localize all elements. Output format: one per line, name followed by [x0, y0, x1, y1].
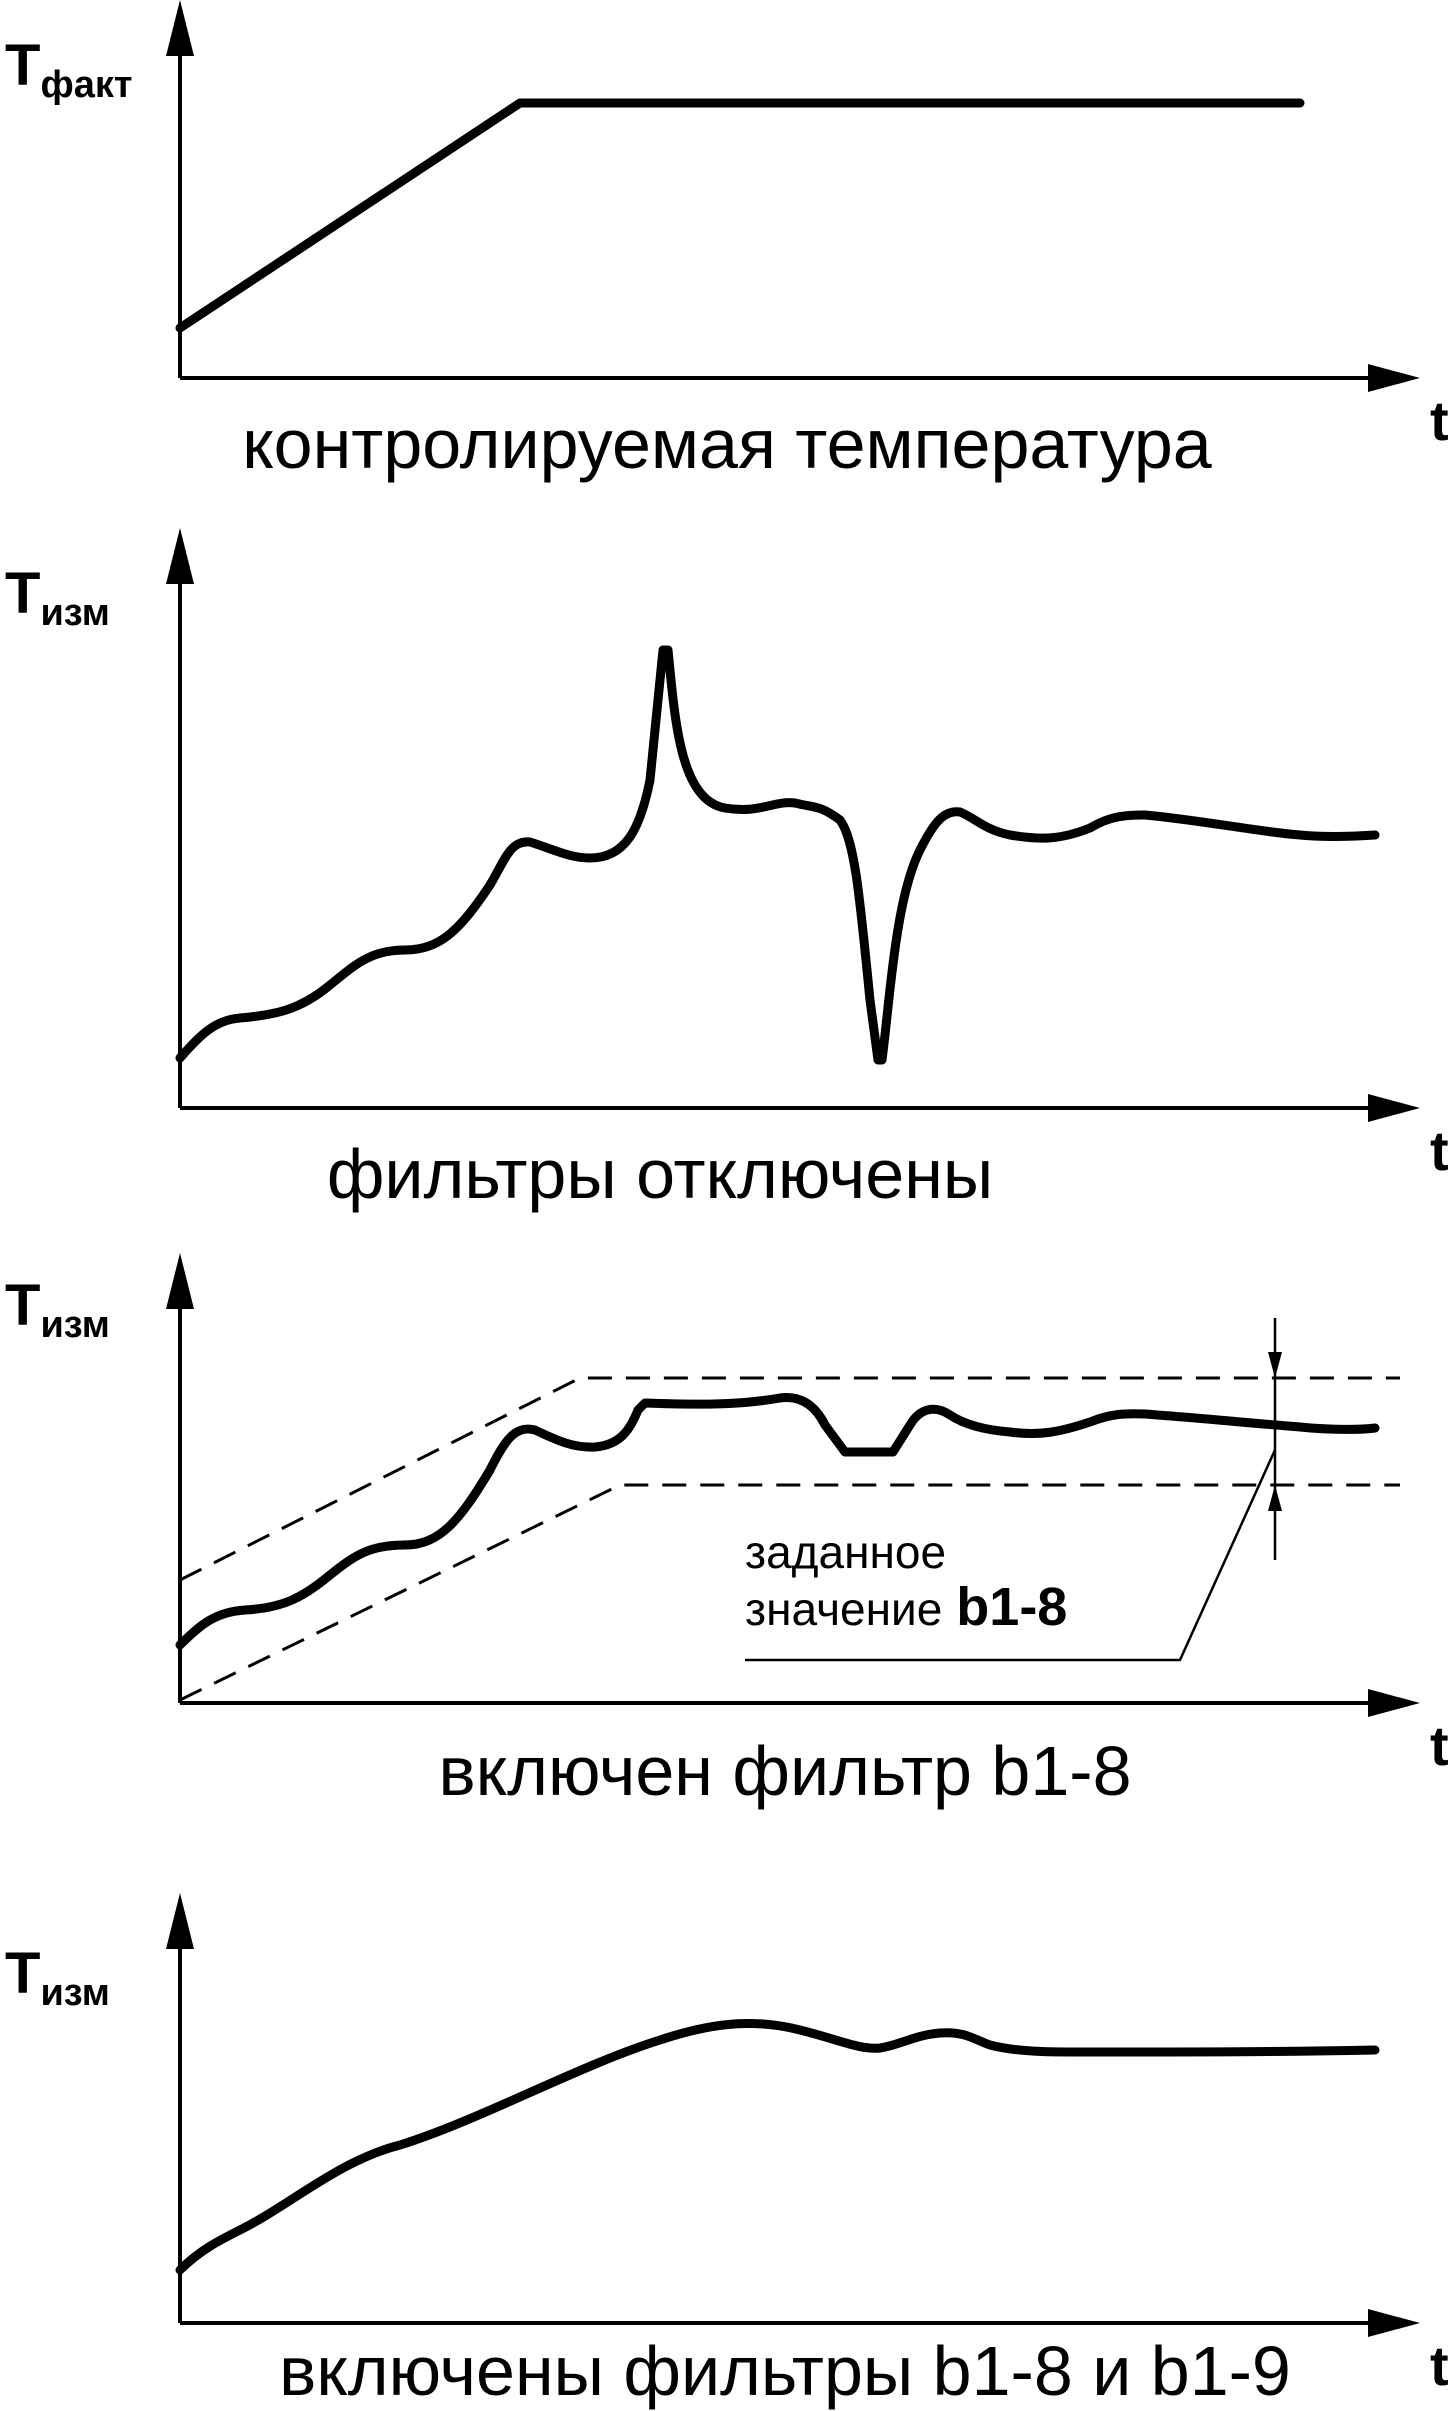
x-axis-label: t	[1430, 1119, 1449, 1182]
panel-actual-temperature: Tфакт t контролируемая температура	[5, 0, 1449, 483]
annotation-leader	[745, 1449, 1277, 1662]
lower-tolerance-line	[179, 1483, 1400, 1702]
x-axis-label: t	[1430, 2334, 1449, 2397]
annotation-line1: заданное	[745, 1526, 946, 1578]
panel-caption: контролируемая температура	[242, 405, 1212, 483]
x-axis-label: t	[1430, 389, 1449, 452]
y-axis	[166, 1893, 194, 2323]
y-axis-label: Tизм	[5, 1941, 110, 2014]
y-axis	[166, 1253, 194, 1703]
panel-caption: включен фильтр b1-8	[439, 1732, 1132, 1810]
annotation-line2: значение b1-8	[745, 1577, 1067, 1637]
setpoint-annotation: заданное значение b1-8	[745, 1449, 1277, 1662]
x-axis	[180, 2309, 1420, 2337]
measured-temperature-curve	[175, 645, 1380, 1065]
actual-temperature-curve	[175, 98, 1305, 333]
y-axis-label: Tизм	[5, 1273, 110, 1346]
y-axis	[166, 528, 194, 1108]
y-axis-label: Tизм	[5, 561, 110, 634]
double-filtered-curve	[175, 2018, 1380, 2275]
panel-filters-off: Tизм t фильтры отключены	[5, 528, 1449, 1213]
x-axis-label: t	[1430, 1714, 1449, 1777]
filtered-temperature-curve	[175, 1392, 1380, 1650]
x-axis	[180, 1094, 1420, 1122]
panel-filter-b1-8: Tизм t заданное значение b1-8 включен фил…	[5, 1253, 1449, 1810]
panel-filters-b1-8-b1-9: Tизм t включены фильтры b1-8 и b1-9	[5, 1893, 1449, 2410]
panel-caption: фильтры отключены	[327, 1135, 993, 1213]
x-axis	[180, 364, 1420, 392]
panel-caption: включены фильтры b1-8 и b1-9	[279, 2332, 1291, 2410]
x-axis	[180, 1689, 1420, 1717]
y-axis-label: Tфакт	[5, 33, 132, 106]
upper-tolerance-line	[179, 1376, 1400, 1582]
tolerance-dimension	[1268, 1318, 1282, 1560]
